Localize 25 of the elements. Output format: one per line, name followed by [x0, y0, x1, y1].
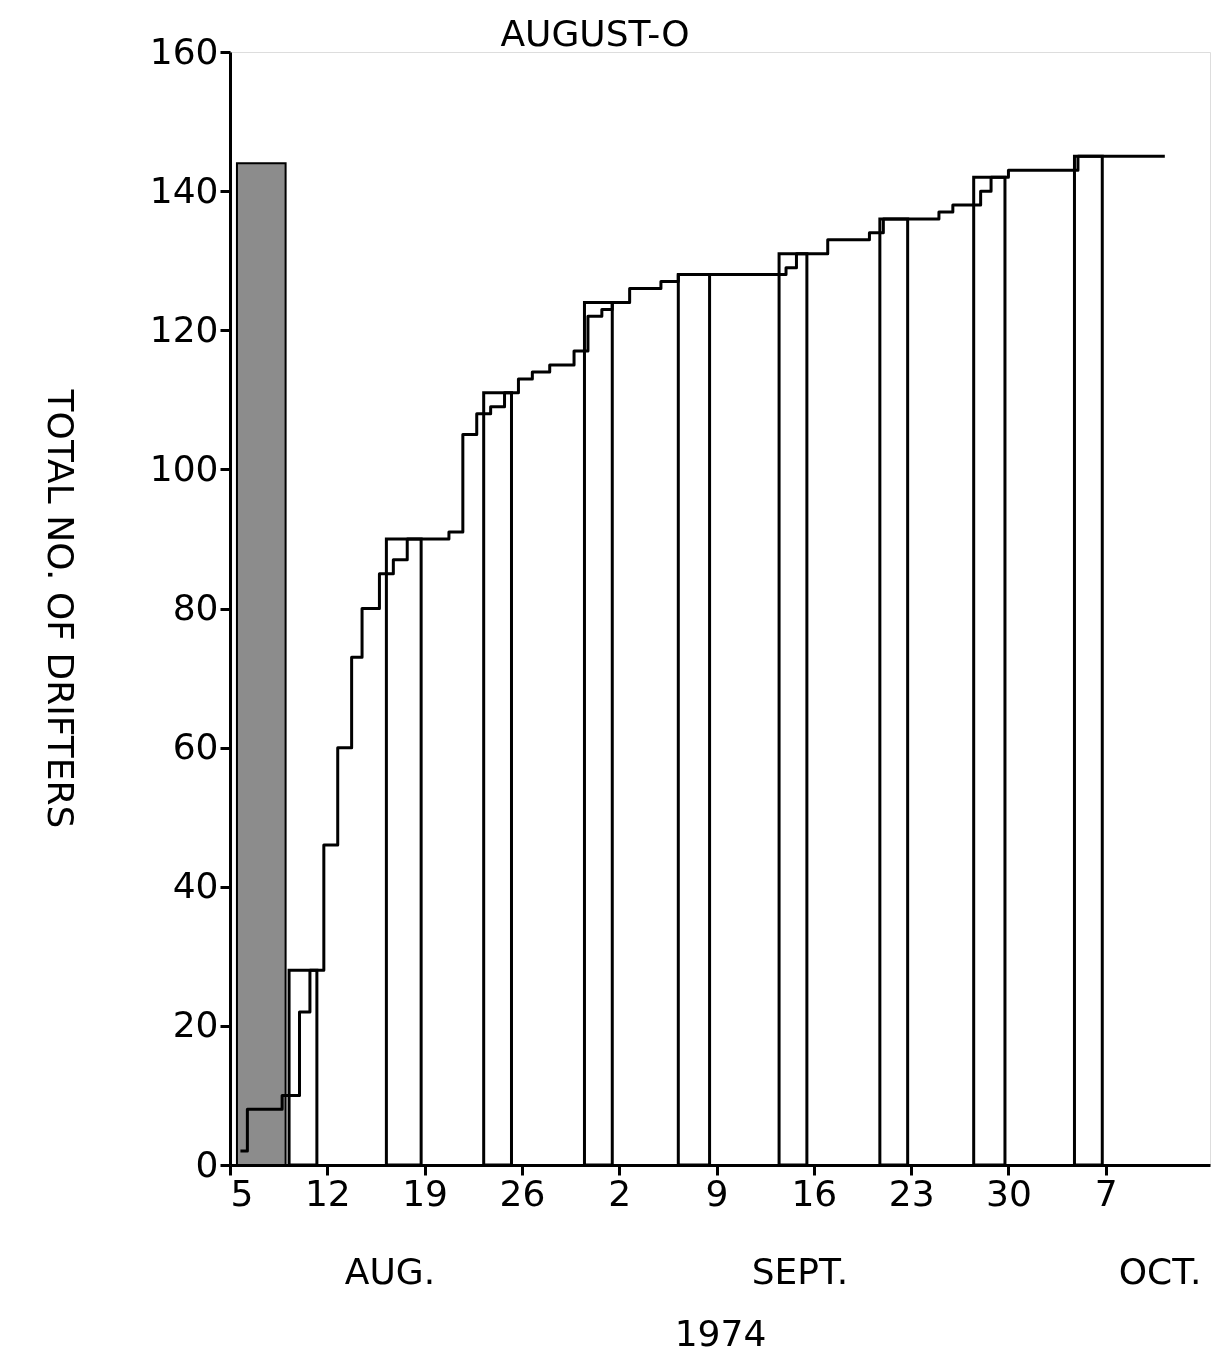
x-tick-label: 7 — [1094, 1172, 1118, 1214]
y-axis-title: TOTAL NO. OF DRIFTERS — [39, 388, 81, 829]
x-tick-label: 2 — [608, 1172, 632, 1214]
text: OCT. — [1118, 1251, 1202, 1292]
text: AUG. — [344, 1251, 436, 1292]
y-tick-label: 0 — [195, 1143, 219, 1185]
y-tick-label: 20 — [172, 1004, 219, 1046]
text: SEPT. — [751, 1251, 849, 1292]
y-tick-label: 100 — [149, 447, 219, 489]
y-tick-label: 160 — [149, 30, 219, 72]
x-axis-title: 1974 — [674, 1312, 767, 1354]
y-tick-label: 40 — [172, 865, 219, 907]
x-tick-label: 26 — [499, 1172, 546, 1214]
x-tick-label: 5 — [230, 1172, 254, 1214]
y-tick-label: 60 — [172, 726, 219, 768]
y-tick-label: 80 — [172, 587, 219, 628]
x-tick-label: 12 — [304, 1172, 351, 1214]
y-tick-label: 140 — [149, 169, 219, 211]
y-tick-label: 120 — [149, 308, 219, 350]
x-tick-label: 23 — [888, 1172, 935, 1214]
x-tick-label: 30 — [986, 1172, 1032, 1214]
chart-title: AUGUST-O — [500, 13, 690, 54]
x-tick-label: 16 — [791, 1172, 838, 1214]
x-tick-label: 19 — [402, 1172, 449, 1214]
x-tick-label: 9 — [705, 1172, 729, 1214]
